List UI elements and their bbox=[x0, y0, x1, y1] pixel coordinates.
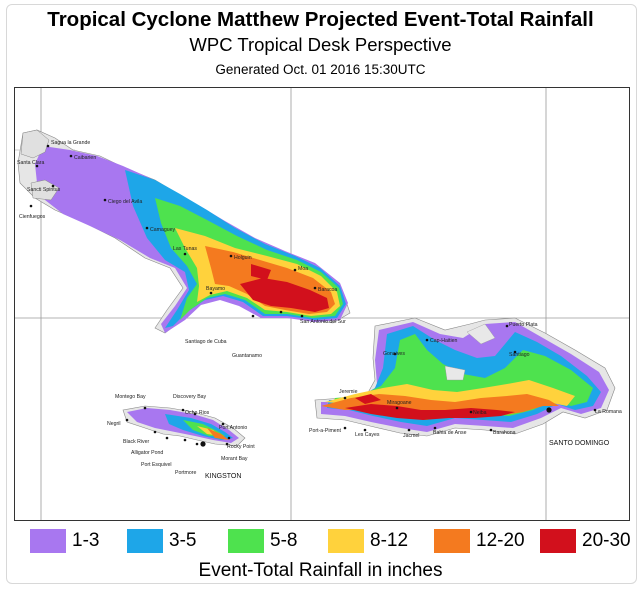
city-label: Bayamo bbox=[206, 286, 225, 292]
city-label: Jacmel bbox=[403, 433, 419, 439]
legend-label: 20-30 bbox=[582, 530, 631, 552]
rainfall-legend: 1-3 3-5 5-8 8-12 12-20 20-30 bbox=[14, 526, 630, 556]
city-label: Negril bbox=[107, 421, 121, 427]
legend-swatch bbox=[30, 529, 66, 553]
city-label: Rocky Point bbox=[227, 444, 255, 450]
city-label: Bahia de Anse bbox=[433, 430, 467, 436]
city-label: Discovery Bay bbox=[173, 394, 207, 400]
city-label: Montego Bay bbox=[115, 394, 146, 400]
rainfall-map: Sagua la Grande Caibarien Santa Clara Sa… bbox=[14, 87, 630, 521]
city-label: Port Antonio bbox=[219, 425, 247, 431]
capital-label: KINGSTON bbox=[205, 473, 241, 480]
city-label: Las Tunas bbox=[173, 246, 197, 252]
legend-label: 5-8 bbox=[270, 530, 297, 552]
city-label: Miragoane bbox=[387, 400, 412, 406]
city-label: Port-a-Piment bbox=[309, 428, 342, 434]
legend-label: 1-3 bbox=[72, 530, 99, 552]
city-label: Caibarien bbox=[74, 155, 96, 161]
city-label: Jeremie bbox=[339, 389, 358, 395]
legend-item-20-30: 20-30 bbox=[540, 528, 631, 554]
map-canvas: Sagua la Grande Caibarien Santa Clara Sa… bbox=[15, 88, 629, 520]
capital-marker bbox=[200, 441, 205, 446]
city-label: Baracoa bbox=[318, 287, 337, 293]
legend-item-5-8: 5-8 bbox=[228, 528, 297, 554]
city-label: Guantanamo bbox=[232, 353, 262, 359]
city-label: Neiba bbox=[473, 410, 487, 416]
legend-label: 8-12 bbox=[370, 530, 408, 552]
city-label: Holguin bbox=[234, 255, 252, 261]
city-label: Ocho Rios bbox=[185, 410, 210, 416]
city-label: Ciego del Avila bbox=[108, 199, 142, 205]
city-label: Cienfuegos bbox=[19, 214, 46, 220]
legend-swatch bbox=[228, 529, 264, 553]
legend-item-3-5: 3-5 bbox=[127, 528, 196, 554]
legend-swatch bbox=[328, 529, 364, 553]
hispaniola-rainfall bbox=[315, 318, 615, 436]
legend-label: 3-5 bbox=[169, 530, 196, 552]
capital-label: SANTO DOMINGO bbox=[549, 440, 610, 447]
legend-item-1-3: 1-3 bbox=[30, 528, 99, 554]
legend-swatch bbox=[540, 529, 576, 553]
legend-swatch bbox=[434, 529, 470, 553]
city-label: Alligator Pond bbox=[131, 450, 163, 456]
legend-item-8-12: 8-12 bbox=[328, 528, 408, 554]
city-label: Port Esquivel bbox=[141, 462, 172, 468]
capital-marker bbox=[546, 407, 551, 412]
city-label: Cap-Haitien bbox=[430, 338, 458, 344]
city-label: Santa Clara bbox=[17, 160, 45, 166]
city-label: Les Cayes bbox=[355, 432, 380, 438]
generated-timestamp: Generated Oct. 01 2016 15:30UTC bbox=[0, 62, 641, 77]
city-label: San Antonio del Sur bbox=[300, 319, 346, 325]
city-label: Gonaives bbox=[383, 351, 405, 357]
city-label: Puerto Plata bbox=[509, 322, 538, 328]
city-label: Morant Bay bbox=[221, 456, 248, 462]
legend-label: 12-20 bbox=[476, 530, 525, 552]
city-label: Portmore bbox=[175, 470, 196, 476]
legend-item-12-20: 12-20 bbox=[434, 528, 525, 554]
city-label: Sancti Spiritus bbox=[27, 187, 61, 193]
city-label: Sagua la Grande bbox=[51, 140, 90, 146]
city-label: Camaguey bbox=[150, 227, 175, 233]
cuba-rainfall bbox=[18, 130, 350, 333]
city-label: Barahona bbox=[493, 430, 516, 436]
map-subtitle: WPC Tropical Desk Perspective bbox=[0, 34, 641, 56]
map-title: Tropical Cyclone Matthew Projected Event… bbox=[0, 8, 641, 32]
city-label: Black River bbox=[123, 439, 150, 445]
city-label: Moa bbox=[298, 266, 308, 272]
legend-units: Event-Total Rainfall in inches bbox=[0, 560, 641, 582]
city-label: Santiago bbox=[509, 352, 530, 358]
city-label: Santiago de Cuba bbox=[185, 339, 227, 345]
legend-swatch bbox=[127, 529, 163, 553]
city-label: La Romana bbox=[595, 409, 622, 415]
